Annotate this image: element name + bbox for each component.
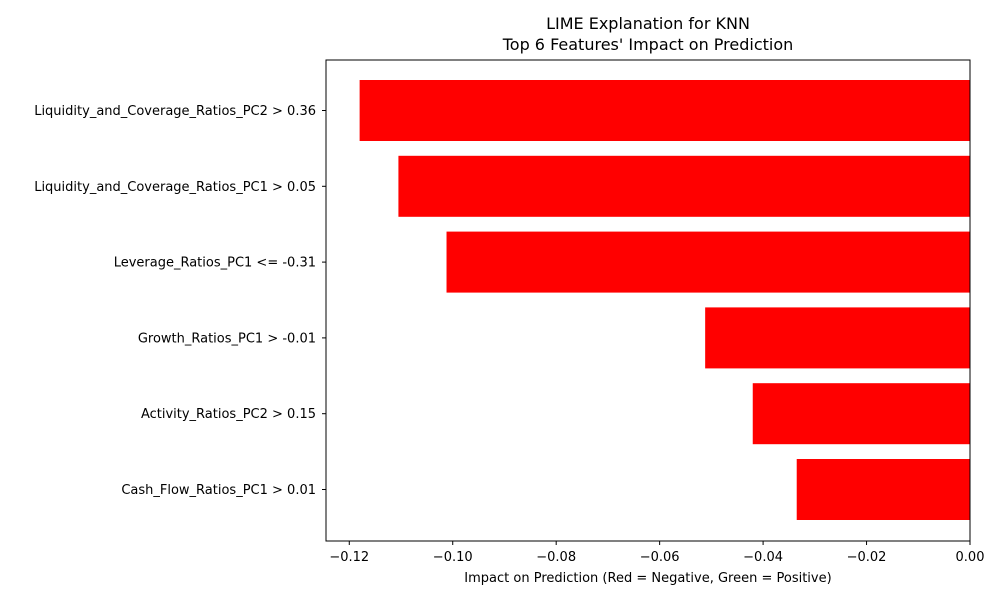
x-tick-label: −0.10	[433, 550, 473, 565]
bar	[796, 459, 970, 520]
bar	[446, 231, 970, 293]
plot-frame	[325, 59, 971, 542]
x-axis-label: Impact on Prediction (Red = Negative, Gr…	[464, 571, 831, 586]
chart-title: LIME Explanation for KNN	[546, 14, 750, 33]
x-tick-label: −0.06	[640, 550, 680, 565]
y-tick-label: Liquidity_and_Coverage_Ratios_PC1 > 0.05	[34, 180, 316, 195]
bar	[705, 307, 970, 369]
x-axis-ticks: −0.12 −0.10 −0.08 −0.06 −0.04 −0.02 0.00	[329, 541, 984, 565]
chart-subtitle: Top 6 Features' Impact on Prediction	[502, 35, 794, 54]
bar	[359, 80, 970, 141]
x-tick-label: −0.02	[847, 550, 887, 565]
bar	[398, 155, 970, 217]
y-tick-label: Growth_Ratios_PC1 > -0.01	[138, 331, 316, 346]
y-axis-ticks: Liquidity_and_Coverage_Ratios_PC2 > 0.36…	[34, 104, 326, 498]
x-tick-label: −0.04	[743, 550, 783, 565]
y-tick-label: Activity_Ratios_PC2 > 0.15	[141, 407, 316, 422]
y-tick-label: Leverage_Ratios_PC1 <= -0.31	[114, 256, 316, 271]
y-tick-label: Liquidity_and_Coverage_Ratios_PC2 > 0.36	[34, 104, 316, 119]
x-tick-label: −0.08	[536, 550, 576, 565]
x-tick-label: 0.00	[956, 550, 985, 565]
x-tick-label: −0.12	[329, 550, 369, 565]
bar	[752, 383, 970, 445]
bars-group	[359, 80, 970, 520]
y-tick-label: Cash_Flow_Ratios_PC1 > 0.01	[121, 483, 316, 498]
